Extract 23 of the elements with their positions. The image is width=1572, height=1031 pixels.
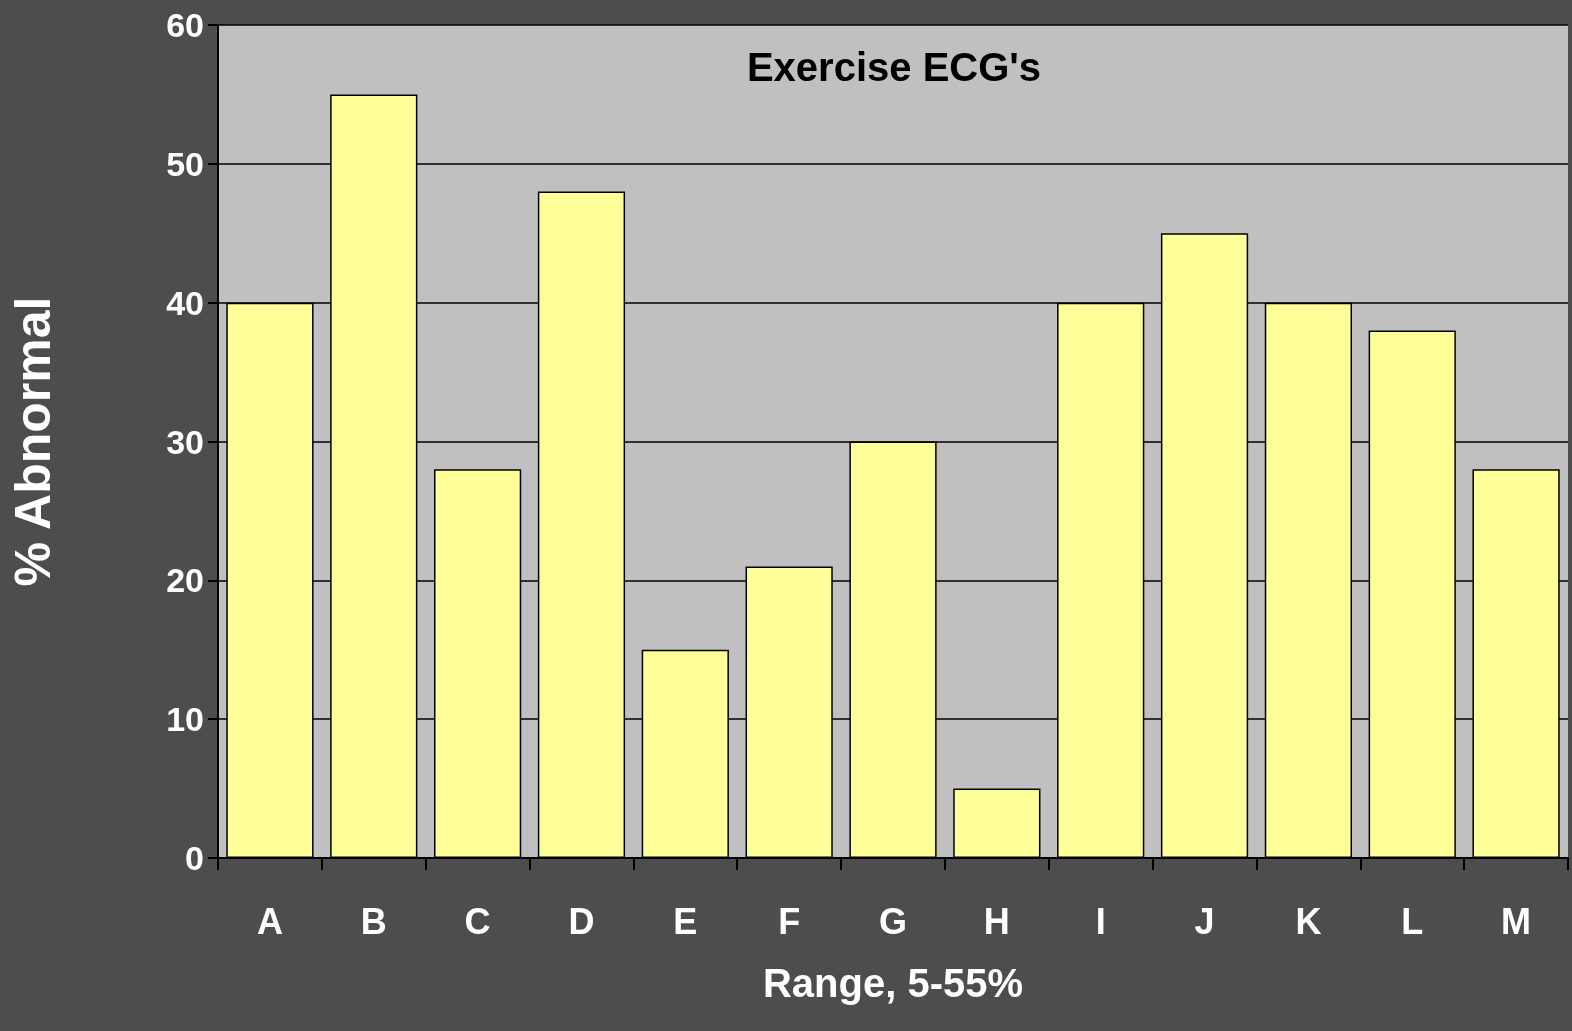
y-tick-label: 60	[166, 6, 204, 44]
x-tick-label: H	[983, 900, 1010, 942]
y-tick-label: 0	[185, 839, 204, 877]
x-tick-label: B	[360, 900, 387, 942]
x-tick-label: A	[256, 900, 283, 942]
x-tick-label: G	[878, 900, 908, 942]
y-tick-label: 30	[166, 422, 204, 461]
x-tick-label: J	[1194, 900, 1215, 942]
x-tick-label: K	[1295, 900, 1322, 942]
x-tick-label: L	[1401, 900, 1424, 942]
x-axis-title: Range, 5-55%	[762, 961, 1024, 1005]
y-tick-label: 10	[166, 700, 204, 739]
y-axis-title: % Abnormal	[5, 296, 61, 587]
x-tick-label: I	[1095, 900, 1106, 942]
x-tick-label: M	[1501, 900, 1532, 942]
text: Exercise ECG's	[746, 45, 1042, 89]
x-tick-label: F	[778, 900, 801, 942]
y-tick-label: 40	[166, 283, 204, 322]
y-tick-label: 50	[166, 144, 204, 183]
y-tick-label: 20	[166, 561, 204, 600]
x-tick-label: C	[464, 900, 491, 942]
x-tick-label: D	[568, 900, 595, 942]
x-tick-label: E	[673, 900, 698, 942]
